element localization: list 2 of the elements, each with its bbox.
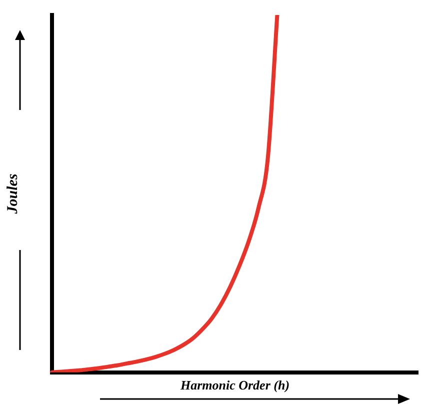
y-axis-title: Joules bbox=[4, 174, 21, 215]
x-axis-title: Harmonic Order (h) bbox=[179, 378, 290, 393]
